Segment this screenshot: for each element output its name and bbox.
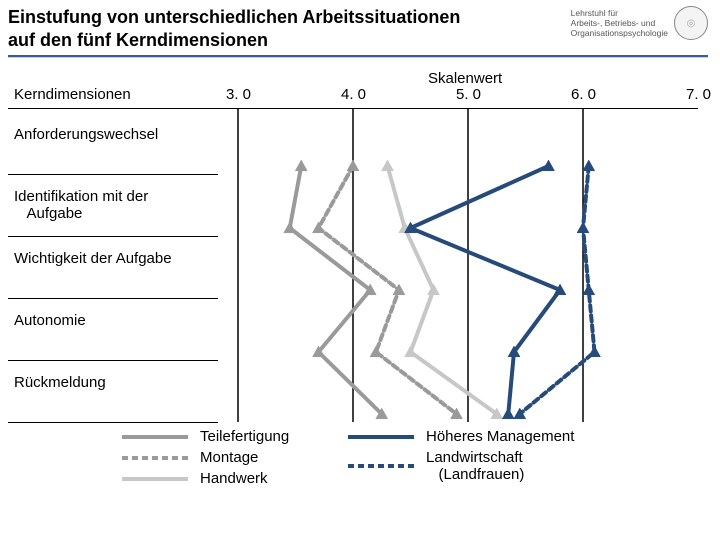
title-line1: Einstufung von unterschiedlichen Arbeits… — [8, 7, 460, 27]
legend-swatch — [346, 430, 416, 444]
legend-swatch — [120, 472, 190, 486]
series-marker — [502, 408, 514, 419]
series-marker — [405, 346, 417, 357]
logo-block: Lehrstuhl für Arbeits-, Betriebs- und Or… — [571, 6, 708, 40]
header-rule — [8, 55, 708, 58]
legend-label: Handwerk — [200, 470, 268, 487]
chart-svg — [8, 76, 708, 432]
series-marker — [295, 160, 307, 171]
series-marker — [583, 284, 595, 295]
series-marker — [284, 222, 296, 233]
slide-header: Einstufung von unterschiedlichen Arbeits… — [0, 0, 720, 62]
series-marker — [543, 160, 555, 171]
legend-swatch — [346, 459, 416, 473]
legend-label: Höheres Management — [426, 428, 574, 445]
legend-label: Teilefertigung — [200, 428, 289, 445]
series-marker — [382, 160, 394, 171]
logo-text: Lehrstuhl für Arbeits-, Betriebs- und Or… — [571, 8, 668, 39]
series-marker — [589, 346, 601, 357]
series-marker — [514, 408, 526, 419]
legend-label: Montage — [200, 449, 258, 466]
legend-swatch — [120, 451, 190, 465]
title-line2: auf den fünf Kerndimensionen — [8, 30, 268, 50]
series-marker — [370, 346, 382, 357]
series-marker — [577, 222, 589, 233]
legend-item-mgmt: Höheres Management — [346, 428, 574, 445]
legend-label: Landwirtschaft (Landfrauen) — [426, 449, 524, 483]
seal-icon: ◎ — [674, 6, 708, 40]
series-marker — [583, 160, 595, 171]
legend-swatch — [120, 430, 190, 444]
legend-item-land: Landwirtschaft (Landfrauen) — [346, 449, 574, 483]
legend: Teilefertigung Montage Handwerk Höheres Man… — [16, 428, 704, 491]
series-marker — [347, 160, 359, 171]
slide-title: Einstufung von unterschiedlichen Arbeits… — [8, 6, 568, 51]
chart-area: KerndimensionenSkalenwert3. 04. 05. 06. … — [8, 76, 712, 508]
series-line-hand — [388, 166, 497, 414]
